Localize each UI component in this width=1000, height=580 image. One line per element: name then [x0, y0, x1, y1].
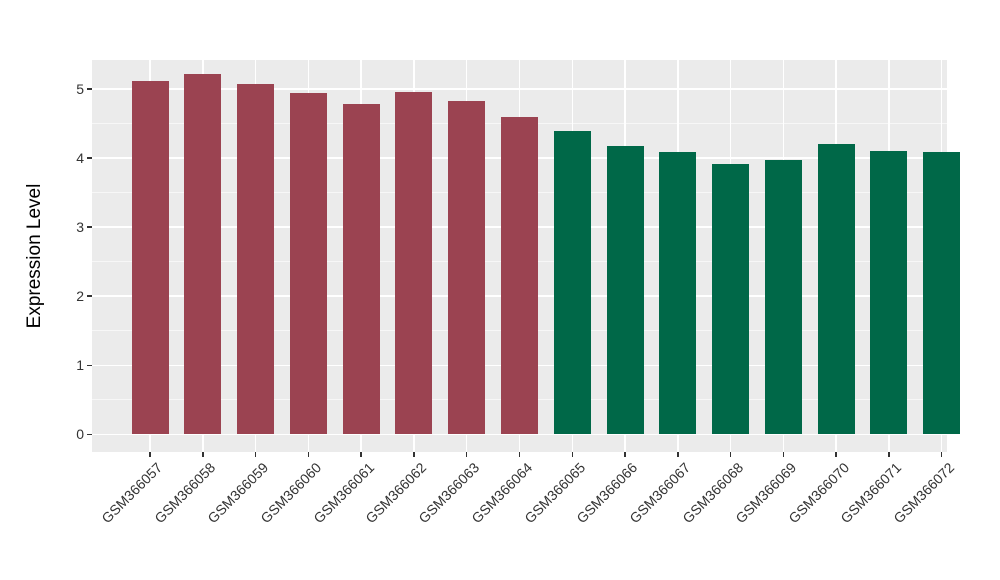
x-axis-tick: [624, 452, 626, 457]
y-axis-tick: [87, 433, 92, 435]
x-axis-tick: [571, 452, 573, 457]
bar: [501, 117, 538, 435]
bar: [184, 74, 222, 435]
bar: [712, 164, 750, 435]
x-axis-tick: [202, 452, 204, 457]
x-axis-tick: [360, 452, 362, 457]
x-axis-tick: [254, 452, 257, 457]
bar: [448, 100, 486, 435]
bar: [237, 84, 275, 435]
y-axis-tick: [87, 226, 92, 228]
bar: [764, 160, 802, 435]
x-axis-tick: [149, 452, 151, 457]
x-axis-tick: [413, 452, 415, 457]
bar: [659, 151, 697, 435]
plot-panel: [92, 60, 961, 452]
y-tick-label: 0: [76, 426, 84, 443]
bar: [342, 104, 380, 435]
y-tick-label: 4: [76, 150, 84, 167]
bar: [553, 131, 591, 435]
y-axis-tick: [87, 157, 92, 159]
y-tick-label: 5: [76, 81, 84, 97]
x-axis-tick: [835, 452, 837, 457]
x-axis-tick: [307, 452, 310, 457]
y-tick-label: 3: [76, 219, 84, 236]
bar: [395, 92, 433, 435]
x-axis-tick: [941, 452, 943, 457]
y-axis-tick: [87, 88, 92, 90]
bar: [131, 80, 169, 435]
y-tick-label: 1: [76, 357, 84, 374]
bar: [817, 143, 855, 435]
y-tick-label: 2: [76, 288, 84, 305]
bar: [289, 93, 327, 435]
x-axis-tick: [729, 452, 732, 457]
x-axis-tick: [677, 452, 679, 457]
x-axis-tick: [466, 452, 468, 457]
x-axis-tick: [782, 452, 785, 457]
x-axis-tick: [888, 452, 890, 457]
bar: [606, 146, 644, 435]
y-axis-tick: [87, 364, 92, 366]
bar: [923, 151, 961, 435]
x-axis-tick: [518, 452, 521, 457]
bar: [870, 151, 908, 435]
y-axis-tick: [87, 295, 92, 297]
y-axis-title: Expression Level: [24, 183, 45, 329]
